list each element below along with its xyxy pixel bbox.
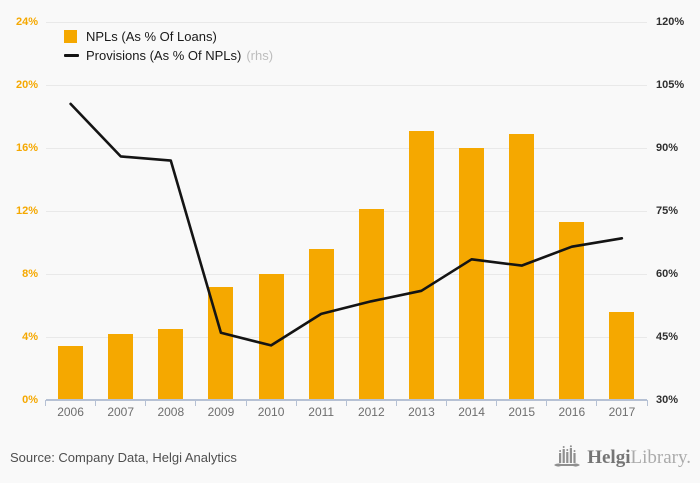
- provisions-line-icon: [64, 54, 79, 57]
- bar-2015: [509, 133, 535, 400]
- logo-library: Library.: [630, 447, 692, 468]
- x-axis-tick: [596, 400, 598, 406]
- bar-2016: [559, 222, 585, 400]
- x-axis-label-2017: 2017: [608, 405, 636, 419]
- x-axis-tick: [95, 400, 97, 406]
- logo-wordmark: HelgiLibrary.: [587, 443, 691, 473]
- gridline: [45, 336, 647, 338]
- x-axis-tick: [646, 400, 648, 406]
- library-building-icon: [552, 444, 582, 472]
- gridline: [45, 21, 647, 23]
- x-axis-label-2008: 2008: [157, 405, 185, 419]
- y-axis-left-label: 4%: [22, 331, 38, 343]
- y-axis-right-label: 105%: [656, 79, 685, 91]
- x-axis-tick: [245, 400, 247, 406]
- bar-2007: [108, 333, 134, 400]
- x-axis-label-2013: 2013: [408, 405, 435, 419]
- bar-2008: [158, 329, 184, 400]
- bar-2010: [258, 274, 284, 400]
- x-axis-label-2012: 2012: [357, 405, 385, 419]
- source-caption: Source: Company Data, Helgi Analytics: [10, 450, 237, 465]
- y-axis-right-label: 120%: [656, 16, 685, 28]
- y-axis-left-label: 8%: [22, 268, 38, 280]
- x-axis-tick: [295, 400, 297, 406]
- logo-helgi: Helgi: [587, 447, 631, 468]
- x-axis-label-2015: 2015: [508, 405, 536, 419]
- y-axis-right-label: 75%: [656, 205, 679, 217]
- bar-2009: [208, 286, 234, 400]
- npls-swatch-icon: [64, 30, 77, 43]
- legend: NPLs (As % Of Loans) Provisions (As % Of…: [64, 27, 273, 65]
- legend-label-npls: NPLs (As % Of Loans): [86, 29, 217, 44]
- bar-2006: [58, 346, 84, 400]
- y-axis-right-label: 60%: [656, 268, 679, 280]
- y-axis-right-label: 45%: [656, 331, 679, 343]
- y-axis-left-label: 0%: [22, 394, 38, 406]
- x-axis-tick: [345, 400, 347, 406]
- x-axis-label-2014: 2014: [458, 405, 485, 419]
- y-axis-right-label: 30%: [656, 394, 679, 406]
- x-axis-label-2016: 2016: [558, 405, 586, 419]
- legend-item-npls: NPLs (As % Of Loans): [64, 27, 273, 46]
- y-axis-left-label: 20%: [15, 79, 38, 91]
- helgi-library-logo[interactable]: HelgiLibrary.: [552, 443, 691, 473]
- gridline: [45, 147, 647, 149]
- gridline: [45, 84, 647, 86]
- legend-rhs-note: (rhs): [246, 48, 274, 63]
- bar-2013: [408, 130, 434, 400]
- bar-2017: [609, 311, 635, 400]
- x-axis-tick: [446, 400, 447, 406]
- provisions-line-path: [69, 102, 624, 347]
- y-axis-left-label: 24%: [15, 16, 38, 28]
- x-axis-label-2009: 2009: [207, 405, 235, 419]
- x-axis-label-2011: 2011: [308, 405, 335, 419]
- x-axis-tick: [496, 400, 498, 406]
- x-axis-tick: [395, 400, 397, 406]
- x-axis-tick: [195, 400, 197, 406]
- y-axis-right-label: 90%: [656, 142, 679, 154]
- y-axis-left-label: 16%: [15, 142, 38, 154]
- bar-2011: [308, 248, 334, 400]
- bar-2012: [358, 209, 384, 400]
- legend-item-provisions: Provisions (As % Of NPLs) (rhs): [64, 46, 273, 65]
- gridline: [45, 273, 647, 275]
- gridline: [45, 210, 647, 212]
- x-axis-tick: [145, 400, 147, 406]
- legend-label-provisions: Provisions (As % Of NPLs): [86, 48, 242, 63]
- x-axis-label-2006: 2006: [57, 405, 84, 419]
- x-axis-tick: [45, 400, 46, 406]
- x-axis-label-2007: 2007: [107, 405, 135, 419]
- x-axis-tick: [546, 400, 548, 406]
- y-axis-left-label: 12%: [15, 205, 38, 217]
- x-axis-label-2010: 2010: [257, 405, 285, 419]
- bar-2014: [459, 148, 485, 400]
